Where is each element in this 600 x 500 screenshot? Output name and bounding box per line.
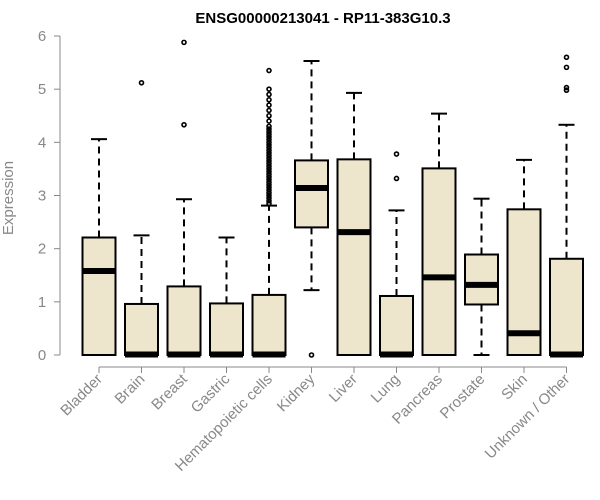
y-tick-label: 0 xyxy=(38,347,46,364)
x-tick-label: Skin xyxy=(498,371,531,404)
x-tick-label: Prostate xyxy=(437,371,489,423)
iqr-box xyxy=(81,236,117,356)
iqr-box xyxy=(166,285,202,357)
iqr-box xyxy=(124,302,159,356)
outlier-point xyxy=(563,84,570,91)
outlier-point xyxy=(308,352,315,358)
x-tick-label: Liver xyxy=(326,371,361,406)
outlier-point xyxy=(266,97,272,103)
boxes-group xyxy=(81,39,584,358)
outlier-point xyxy=(266,166,272,172)
outlier-point xyxy=(393,175,400,182)
box-brain xyxy=(124,79,159,358)
box-kidney xyxy=(294,59,329,358)
outlier-point xyxy=(266,200,272,207)
outlier-point xyxy=(266,67,272,74)
outlier-point xyxy=(266,131,272,138)
box-gastric xyxy=(209,236,244,358)
outlier-point xyxy=(266,158,272,164)
box-bladder xyxy=(81,138,117,356)
outlier-point xyxy=(266,91,272,98)
outlier-point xyxy=(266,190,272,196)
outlier-point xyxy=(266,171,272,178)
x-tick-label: Lung xyxy=(368,371,404,407)
outlier-point xyxy=(266,192,272,199)
outlier-point xyxy=(563,54,570,61)
outlier-point xyxy=(181,39,187,46)
outlier-point xyxy=(563,87,570,94)
box-liver xyxy=(336,91,372,356)
outlier-point xyxy=(266,152,272,159)
box-lung xyxy=(379,151,414,358)
y-tick-label: 1 xyxy=(38,294,46,311)
outlier-point xyxy=(266,147,272,154)
outlier-point xyxy=(266,134,272,140)
outlier-point xyxy=(266,182,272,188)
outlier-point xyxy=(266,107,272,114)
y-axis: 0 1 2 3 4 5 6 xyxy=(38,28,61,364)
outlier-point xyxy=(266,198,272,204)
outlier-point xyxy=(266,118,272,124)
iqr-box xyxy=(336,158,372,356)
outlier-point xyxy=(563,64,570,71)
iqr-box xyxy=(379,294,414,356)
iqr-box xyxy=(209,302,244,357)
outlier-point xyxy=(266,160,272,167)
y-tick-label: 4 xyxy=(38,134,46,151)
outlier-point xyxy=(266,168,272,175)
outlier-point xyxy=(266,128,272,135)
outlier-point xyxy=(266,155,272,162)
iqr-box xyxy=(464,253,499,306)
chart-title: ENSG00000213041 - RP11-383G10.3 xyxy=(195,10,450,27)
box-hematopoietic-cells xyxy=(251,67,287,358)
x-tick-label: Brain xyxy=(112,371,149,408)
outlier-point xyxy=(266,123,272,130)
outlier-point xyxy=(266,179,272,186)
outlier-point xyxy=(266,174,272,180)
y-tick-label: 3 xyxy=(38,188,46,205)
outlier-point xyxy=(138,79,145,86)
iqr-box xyxy=(251,293,287,356)
box-unknown-other xyxy=(549,54,584,358)
x-tick-label: Breast xyxy=(148,370,191,413)
outlier-point xyxy=(266,187,272,193)
iqr-box xyxy=(421,167,457,356)
iqr-box xyxy=(549,257,584,357)
outlier-point xyxy=(266,176,272,183)
outlier-point xyxy=(266,112,272,119)
y-tick-label: 6 xyxy=(38,28,46,45)
outlier-point xyxy=(393,151,400,157)
box-prostate xyxy=(464,197,499,356)
outlier-point xyxy=(266,102,272,108)
y-tick-label: 2 xyxy=(38,241,46,258)
outlier-point xyxy=(266,184,272,191)
box-pancreas xyxy=(421,112,457,356)
box-breast xyxy=(166,39,202,358)
outlier-point xyxy=(266,136,272,143)
outlier-point xyxy=(266,142,272,148)
outlier-point xyxy=(266,86,272,92)
y-axis-label: Expression xyxy=(0,161,17,235)
x-tick-label: Bladder xyxy=(57,371,106,420)
outlier-point xyxy=(181,121,187,128)
outlier-point xyxy=(266,150,272,156)
x-tick-label: Kidney xyxy=(274,370,319,415)
y-tick-label: 5 xyxy=(38,81,46,98)
iqr-box xyxy=(294,159,329,229)
outlier-point xyxy=(266,126,272,132)
outlier-point xyxy=(266,163,272,170)
outlier-point xyxy=(266,139,272,146)
box-skin xyxy=(506,158,542,356)
outlier-point xyxy=(266,195,272,201)
outlier-point xyxy=(266,144,272,151)
